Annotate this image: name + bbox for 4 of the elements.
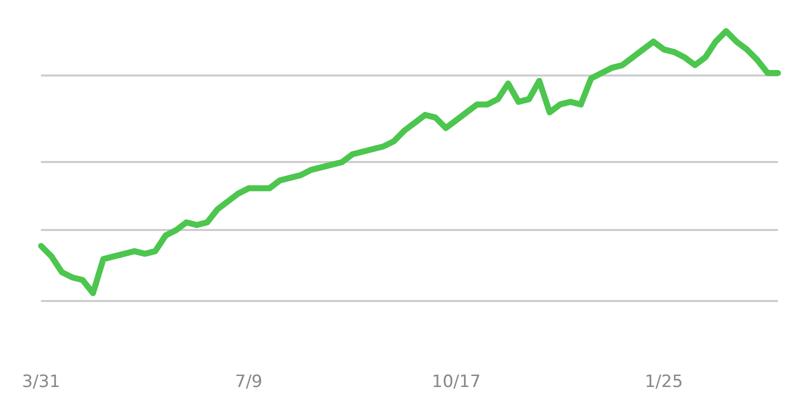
x-tick-label: 7/9 <box>234 372 262 392</box>
x-tick-label: 1/25 <box>644 372 683 392</box>
x-tick-label: 10/17 <box>432 372 481 392</box>
x-tick-label: 3/31 <box>22 372 60 392</box>
